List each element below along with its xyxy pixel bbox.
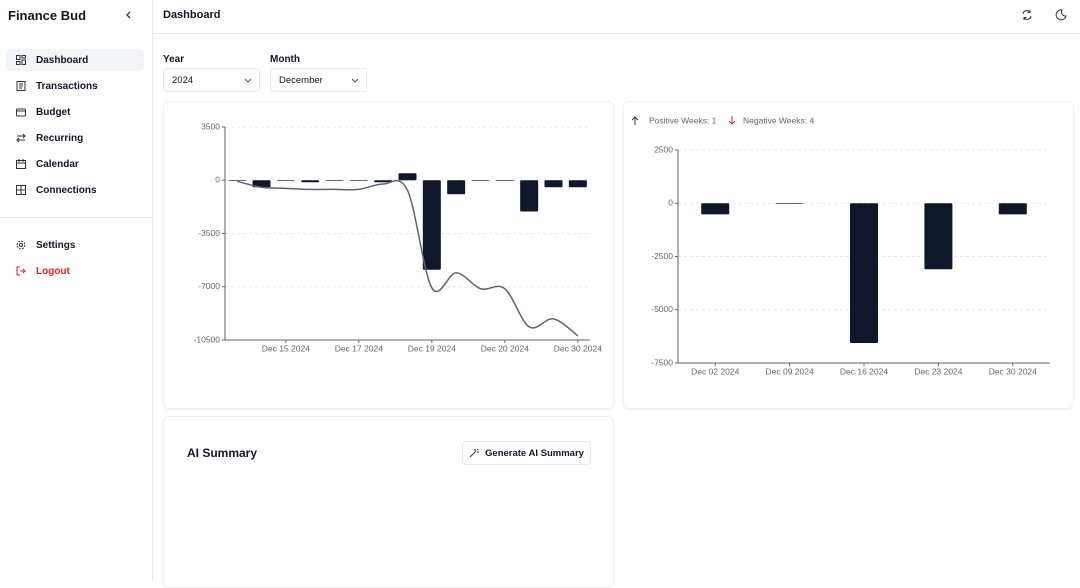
nav-label: Connections	[36, 184, 97, 196]
nav-label: Logout	[36, 265, 70, 277]
nav-item[interactable]: Connections	[6, 179, 144, 201]
button-label: Generate AI Summary	[485, 447, 584, 459]
weekly-chart-card	[623, 101, 1074, 409]
theme-button[interactable]	[1055, 9, 1067, 21]
nav-item[interactable]: Settings	[6, 234, 144, 256]
nav-item[interactable]: Budget	[6, 101, 144, 123]
refresh-button[interactable]	[1021, 9, 1033, 21]
nav-label: Budget	[36, 106, 71, 118]
page-title: Dashboard	[163, 9, 221, 21]
nav-label: Settings	[36, 239, 76, 251]
nav-item[interactable]: Transactions	[6, 75, 144, 97]
sidebar: Finance Bud Dashboard Transactions Budge…	[0, 0, 153, 580]
ai-summary-card: AI Summary Generate AI Summary	[163, 416, 614, 588]
filter-label: Year	[163, 54, 185, 65]
header: Dashboard	[153, 0, 1080, 34]
nav-label: Calendar	[36, 158, 79, 170]
nav-item[interactable]: Logout	[6, 260, 144, 282]
select-value: December	[279, 74, 323, 86]
nav-item[interactable]: Recurring	[6, 127, 144, 149]
daily-chart-card	[163, 101, 614, 409]
month-select[interactable]: December	[270, 68, 367, 92]
app-title: Finance Bud	[8, 8, 87, 23]
nav-label: Dashboard	[36, 54, 89, 66]
select-value: 2024	[172, 74, 194, 86]
nav-label: Transactions	[36, 80, 98, 92]
nav-item[interactable]: Dashboard	[6, 49, 144, 71]
nav-label: Recurring	[36, 132, 84, 144]
year-select[interactable]: 2024	[163, 68, 260, 92]
generate-button[interactable]: Generate AI Summary	[462, 441, 591, 465]
ai-summary-title: AI Summary	[187, 446, 258, 460]
divider	[0, 217, 152, 218]
filter-label: Month	[270, 54, 300, 65]
collapse-button[interactable]	[124, 10, 134, 20]
nav-item[interactable]: Calendar	[6, 153, 144, 175]
